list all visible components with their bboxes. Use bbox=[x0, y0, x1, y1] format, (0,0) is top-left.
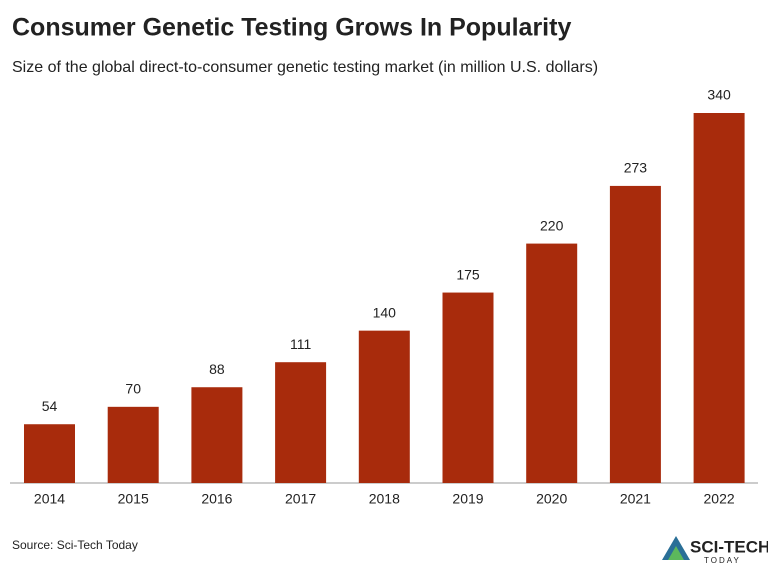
value-label: 340 bbox=[707, 87, 731, 103]
value-label: 111 bbox=[290, 336, 311, 352]
bar bbox=[609, 185, 661, 484]
bar bbox=[693, 113, 745, 483]
value-label: 175 bbox=[456, 266, 480, 282]
bar bbox=[358, 330, 410, 483]
x-tick-label: 2020 bbox=[536, 491, 567, 507]
bar bbox=[24, 424, 75, 483]
value-label: 220 bbox=[540, 217, 564, 233]
value-label: 273 bbox=[624, 160, 648, 176]
bar bbox=[275, 362, 327, 483]
source-note: Source: Sci-Tech Today bbox=[12, 538, 138, 552]
value-label: 70 bbox=[125, 381, 141, 397]
x-tick-label: 2014 bbox=[34, 491, 65, 507]
x-tick-label: 2021 bbox=[620, 491, 651, 507]
logo: SCI-TECH TODAY bbox=[662, 536, 768, 565]
chart-title: Consumer Genetic Testing Grows In Popula… bbox=[12, 14, 571, 42]
logo-name: SCI-TECH bbox=[690, 537, 768, 556]
bar bbox=[191, 387, 243, 483]
bar bbox=[526, 243, 578, 483]
x-tick-label: 2022 bbox=[704, 491, 735, 507]
x-tick-label: 2016 bbox=[201, 491, 232, 507]
value-label: 54 bbox=[42, 398, 58, 414]
bar bbox=[107, 406, 159, 483]
logo-icon-inner bbox=[668, 546, 684, 560]
value-label: 140 bbox=[373, 304, 397, 320]
chart-subtitle: Size of the global direct-to-consumer ge… bbox=[12, 59, 598, 76]
x-tick-label: 2015 bbox=[118, 491, 149, 507]
logo-tagline: TODAY bbox=[704, 556, 741, 565]
bar bbox=[442, 292, 494, 483]
x-tick-label: 2018 bbox=[369, 491, 400, 507]
value-label: 88 bbox=[209, 361, 225, 377]
x-tick-label: 2019 bbox=[452, 491, 483, 507]
x-tick-label: 2017 bbox=[285, 491, 316, 507]
